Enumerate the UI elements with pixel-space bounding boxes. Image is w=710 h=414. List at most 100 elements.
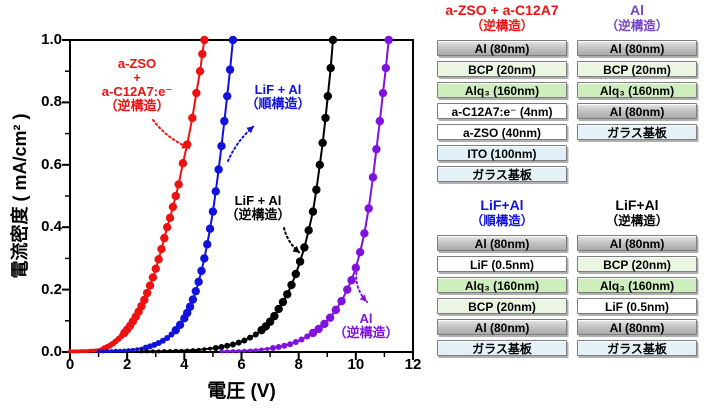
series-marker-2: [270, 311, 279, 321]
series-marker-2: [179, 348, 184, 353]
series-marker-0: [82, 349, 87, 354]
series-marker-2: [162, 349, 167, 354]
annotation-line: a-ZSO: [117, 56, 157, 71]
series-marker-1: [139, 346, 144, 351]
panel-title: LiF+Al: [480, 197, 524, 213]
series-marker-0: [174, 180, 183, 189]
series-marker-2: [278, 297, 288, 307]
panel-subtitle: （順構造）: [470, 214, 534, 228]
y-tick-label: 0.8: [41, 93, 62, 111]
series-marker-0: [148, 273, 158, 282]
series-marker-2: [145, 349, 150, 354]
series-marker-3: [351, 263, 361, 272]
series-marker-2: [173, 348, 178, 353]
panel-title: LiF+Al: [615, 197, 659, 213]
series-marker-3: [298, 336, 305, 343]
series-marker-3: [259, 347, 264, 352]
x-tick-label: 10: [347, 356, 365, 373]
device-panel-3: LiF+Al （逆構造） Al (80nm) BCP (20nm) Alq₃ (160n…: [577, 197, 697, 356]
series-marker-1: [203, 240, 212, 249]
layer-box: ガラス基板: [577, 124, 697, 140]
curve-annotation-2: LiF + Al （逆構造）: [173, 194, 343, 222]
y-tick-label: 1.0: [41, 31, 62, 48]
series-marker-0: [198, 49, 207, 59]
series-marker-0: [178, 159, 188, 168]
panel-title: Al: [630, 2, 644, 18]
series-marker-3: [331, 305, 341, 315]
series-marker-1: [100, 349, 105, 354]
series-marker-0: [154, 255, 163, 264]
series-marker-3: [320, 319, 329, 329]
y-tick-label: 0.6: [41, 155, 62, 173]
series-marker-2: [328, 35, 338, 45]
layer-box: Al (80nm): [577, 319, 697, 335]
series-marker-1: [109, 349, 114, 354]
series-marker-2: [247, 334, 254, 341]
annotation-line: （逆構造）: [104, 98, 170, 113]
series-marker-2: [274, 304, 283, 314]
series-marker-3: [281, 342, 288, 349]
y-axis-title: 電流密度 ( mA/cm² ): [10, 113, 30, 279]
series-marker-2: [212, 344, 219, 351]
series-marker-0: [188, 113, 197, 123]
series-marker-0: [171, 191, 180, 201]
layer-box: Al (80nm): [437, 40, 567, 56]
annotation-line: Al: [359, 311, 373, 326]
annotation-line: （逆構造）: [225, 207, 291, 222]
series-marker-0: [88, 348, 93, 353]
layer-box: Alq₃ (160nm): [577, 82, 697, 98]
series-marker-3: [287, 341, 294, 348]
y-tick-label: 0.4: [41, 218, 62, 236]
layer-box: LiF (0.5nm): [577, 298, 697, 314]
series-marker-1: [105, 349, 110, 354]
series-marker-1: [194, 277, 203, 286]
series-marker-0: [73, 349, 78, 354]
series-marker-1: [200, 254, 209, 263]
layer-box: a-C12A7:e⁻ (4nm): [437, 103, 567, 119]
panel-subtitle: （逆構造）: [605, 214, 669, 228]
layer-box: BCP (20nm): [437, 61, 567, 77]
series-marker-0: [145, 281, 155, 290]
series-marker-2: [150, 349, 155, 354]
annotation-arrowhead-0: [181, 142, 189, 149]
layer-stack: Al (80nm) BCP (20nm) Alq₃ (160nm) Al (80nm)…: [577, 40, 697, 140]
series-marker-2: [326, 63, 335, 73]
series-marker-2: [241, 337, 248, 344]
series-marker-0: [200, 35, 209, 45]
x-tick-label: 4: [180, 356, 189, 373]
layer-box: BCP (20nm): [437, 298, 567, 314]
annotation-arrow-1: [227, 125, 255, 162]
layer-box: Alq₃ (160nm): [437, 277, 567, 293]
curve-annotation-1: LiF + Al （順構造）: [193, 83, 363, 111]
layer-box: Al (80nm): [577, 103, 697, 119]
series-marker-1: [126, 348, 131, 353]
device-panel-1: Al （逆構造） Al (80nm) BCP (20nm) Alq₃ (160nm) Al…: [577, 2, 697, 140]
series-marker-0: [162, 223, 172, 232]
series-marker-2: [295, 257, 305, 266]
series-marker-3: [325, 313, 335, 322]
series-marker-0: [151, 264, 160, 273]
series-marker-2: [291, 269, 301, 279]
x-tick-label: 12: [404, 356, 422, 373]
series-marker-1: [185, 302, 195, 311]
series-marker-1: [118, 348, 123, 353]
device-panel-2: LiF+Al （順構造） Al (80nm) LiF (0.5nm) Alq₃ (160…: [437, 197, 567, 356]
series-marker-3: [337, 296, 346, 306]
layer-box: Al (80nm): [577, 235, 697, 251]
series-marker-3: [384, 35, 393, 45]
series-marker-2: [196, 347, 201, 352]
layer-box: Al (80nm): [437, 235, 567, 251]
curve-annotation-0: a-ZSO + a-C12A7:e⁻ （逆構造）: [52, 57, 222, 113]
x-axis-title: 電圧 (V): [207, 381, 276, 402]
layer-box: ITO (100nm): [437, 145, 567, 161]
series-marker-2: [224, 342, 231, 349]
series-marker-1: [223, 91, 232, 101]
series-marker-1: [188, 295, 198, 304]
series-marker-2: [300, 243, 309, 252]
series-marker-2: [323, 91, 333, 101]
series-marker-2: [202, 347, 207, 352]
layer-box: BCP (20nm): [577, 256, 697, 272]
series-marker-1: [197, 266, 206, 276]
x-tick-label: 0: [65, 356, 75, 373]
